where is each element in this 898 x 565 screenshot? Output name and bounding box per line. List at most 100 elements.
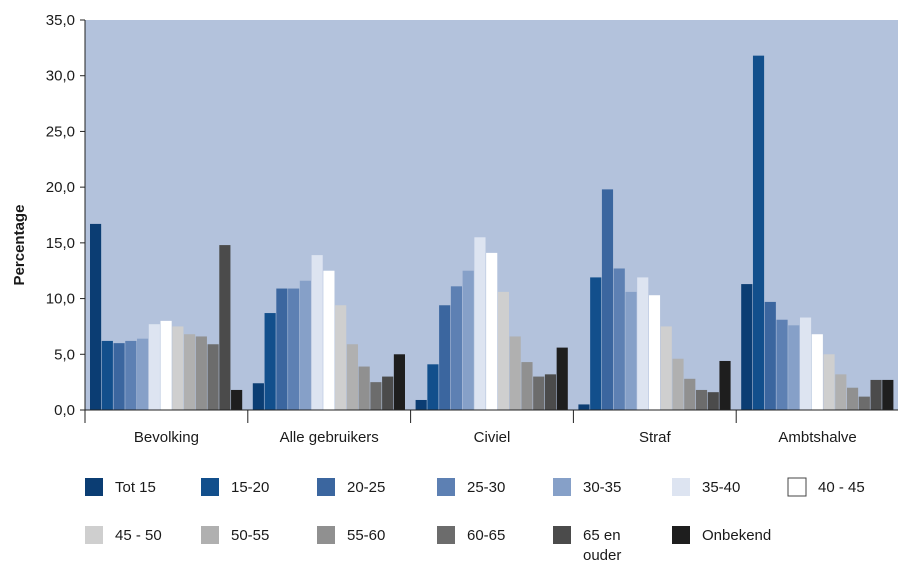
legend-label: Tot 15: [115, 479, 156, 496]
bar: [207, 344, 219, 410]
bar: [590, 277, 602, 410]
legend-swatch: [672, 478, 690, 496]
category-label: Alle gebruikers: [280, 429, 379, 446]
y-tick-label: 25,0: [46, 123, 75, 140]
legend-label: 50-55: [231, 527, 269, 544]
legend-label: 20-25: [347, 479, 385, 496]
bar: [776, 319, 788, 410]
legend: Tot 15 15-20 20-25 25-30 30-35 35-40 40 - 45 45…: [85, 477, 865, 564]
bar: [474, 237, 486, 410]
bar: [601, 189, 614, 410]
bar: [276, 288, 288, 410]
bar: [231, 389, 243, 410]
bar: [637, 277, 649, 410]
bar: [533, 376, 545, 410]
y-tick-label: 30,0: [46, 68, 75, 85]
bar: [415, 399, 427, 410]
legend-swatch: [85, 478, 103, 496]
bar: [172, 326, 184, 410]
bar: [578, 404, 590, 410]
bar: [613, 268, 625, 410]
bar: [439, 305, 451, 410]
bar: [695, 389, 708, 410]
bar: [90, 223, 102, 410]
bar: [660, 326, 672, 410]
bar: [846, 387, 859, 410]
bar: [741, 284, 753, 410]
bar: [393, 354, 405, 410]
x-axis: Bevolking Alle gebruikers Civiel Straf Ambts…: [84, 409, 898, 446]
bar: [160, 320, 172, 410]
bar: [719, 360, 731, 410]
bar: [752, 55, 765, 411]
legend-swatch: [437, 478, 455, 496]
bars: [90, 55, 894, 411]
bar: [335, 305, 347, 410]
bar: [788, 325, 800, 410]
bar: [544, 374, 557, 410]
bar: [521, 362, 533, 410]
legend-swatch: [437, 526, 455, 544]
legend-label: Onbekend: [702, 527, 771, 544]
bar: [346, 344, 358, 410]
legend-swatch: [85, 526, 103, 544]
bar: [370, 382, 382, 410]
bar: [764, 301, 776, 410]
bar: [148, 324, 160, 410]
bar: [509, 336, 521, 410]
bar: [382, 376, 394, 410]
bar: [648, 295, 661, 410]
bar: [125, 340, 137, 410]
legend-swatch: [553, 526, 571, 544]
bar: [684, 378, 696, 410]
y-axis: 0,0 5,0 10,0 15,0 20,0 25,0 30,0 35,0: [46, 12, 86, 419]
y-tick-label: 5,0: [54, 346, 75, 363]
bar: [101, 340, 113, 410]
legend-label: 35-40: [702, 479, 740, 496]
bar: [497, 291, 510, 410]
bar: [358, 366, 370, 410]
bar: [219, 245, 231, 410]
legend-swatch: [201, 526, 219, 544]
bar: [870, 379, 882, 410]
legend-label: 40 - 45: [818, 479, 865, 496]
bar: [311, 255, 323, 410]
bar: [811, 334, 823, 410]
legend-swatch: [553, 478, 571, 496]
y-tick-label: 10,0: [46, 291, 75, 308]
legend-label: 15-20: [231, 479, 269, 496]
legend-label: 25-30: [467, 479, 505, 496]
bar: [556, 347, 568, 410]
bar: [625, 291, 637, 410]
bar: [707, 392, 719, 410]
legend-swatch: [317, 526, 335, 544]
bar: [450, 286, 463, 410]
bar: [184, 334, 196, 410]
legend-label: 65 en ouder: [583, 527, 621, 564]
bar: [882, 379, 894, 410]
bar: [323, 270, 335, 410]
bar: [823, 354, 835, 410]
y-tick-label: 0,0: [54, 402, 75, 419]
category-label: Civiel: [474, 429, 511, 446]
bar: [137, 338, 149, 410]
legend-label: 55-60: [347, 527, 385, 544]
y-tick-label: 20,0: [46, 179, 75, 196]
legend-swatch: [672, 526, 690, 544]
legend-label: 45 - 50: [115, 527, 162, 544]
y-tick-label: 35,0: [46, 12, 75, 29]
bar: [799, 317, 812, 410]
bar: [113, 343, 125, 410]
bar: [486, 252, 498, 410]
category-label: Ambtshalve: [778, 429, 856, 446]
bar: [835, 374, 847, 410]
category-label: Bevolking: [134, 429, 199, 446]
legend-swatch: [787, 477, 807, 497]
bar: [195, 336, 207, 410]
bar: [299, 280, 311, 410]
bar: [672, 358, 684, 410]
y-axis-title: Percentage: [11, 205, 28, 286]
legend-swatch: [317, 478, 335, 496]
legend-swatch: [201, 478, 219, 496]
bar: [462, 270, 474, 410]
